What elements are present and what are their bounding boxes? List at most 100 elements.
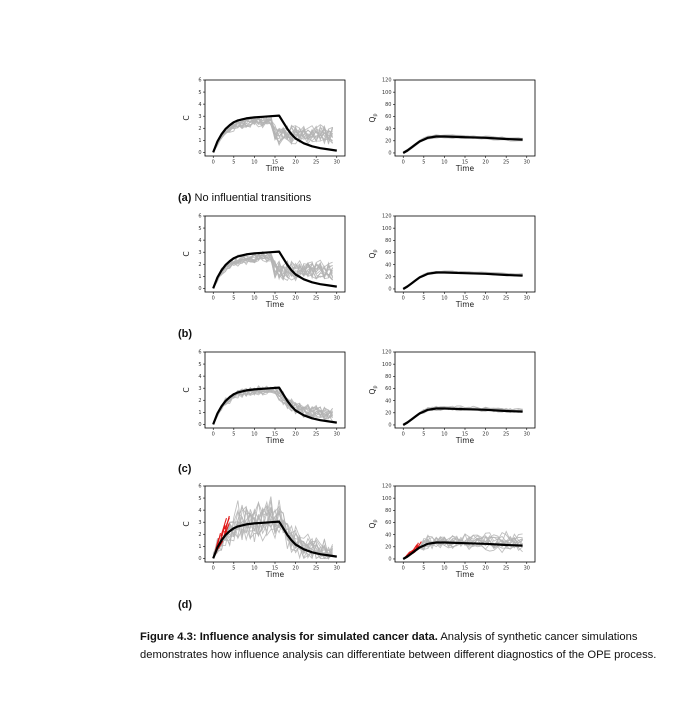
panel-d-letter: (d) (178, 599, 193, 611)
chart-svg: 0 5 10 15 20 25 30 0 1 2 3 4 5 6 Time C (182, 78, 346, 173)
y-axis-label: C (182, 251, 191, 256)
chart-svg: 0 5 10 15 20 25 30 0 1 2 3 4 5 6 Time C (182, 350, 346, 445)
y-tick-label: 20 (385, 139, 391, 145)
y-axis-label-subscript: p (373, 519, 379, 522)
panel-d-label: (d) (178, 599, 192, 611)
chart-svg: 0 5 10 15 20 25 30 0 20 40 60 80 100 120 Time Qp (368, 78, 536, 173)
y-tick-label: 80 (385, 374, 391, 380)
x-tick-label: 5 (422, 432, 425, 438)
y-tick-label: 3 (198, 520, 201, 526)
y-tick-label: 2 (198, 262, 201, 268)
chart-svg: 0 5 10 15 20 25 30 0 1 2 3 4 5 6 Time C (182, 484, 346, 579)
x-tick-label: 0 (402, 566, 405, 572)
x-tick-label: 25 (313, 566, 319, 572)
y-tick-label: 4 (198, 238, 201, 244)
x-tick-label: 20 (292, 296, 298, 302)
simulation-line (212, 253, 333, 288)
y-axis-label: Qp (368, 249, 379, 258)
y-tick-label: 6 (198, 78, 201, 84)
y-tick-label: 120 (382, 484, 392, 490)
caption-title: Influence analysis for simulated cancer … (199, 631, 438, 643)
reference-line (402, 135, 523, 154)
x-tick-label: 5 (422, 160, 425, 166)
x-tick-label: 5 (232, 296, 235, 302)
x-tick-label: 30 (334, 432, 340, 438)
x-tick-label: 10 (441, 160, 447, 166)
figure-caption: Figure 4.3: Influence analysis for simul… (140, 628, 660, 664)
x-tick-label: 30 (334, 296, 340, 302)
simulation-line (212, 496, 333, 559)
y-tick-label: 0 (198, 150, 201, 156)
x-tick-label: 25 (503, 566, 509, 572)
simulation-line (212, 253, 334, 289)
reference-line (212, 250, 337, 289)
x-tick-label: 30 (524, 432, 530, 438)
x-tick-label: 0 (212, 160, 215, 166)
y-tick-label: 100 (382, 90, 392, 96)
y-axis-label: C (182, 115, 191, 120)
x-tick-label: 0 (402, 160, 405, 166)
x-tick-label: 30 (334, 160, 340, 166)
panel-b-label: (b) (178, 328, 192, 340)
x-tick-label: 20 (292, 160, 298, 166)
y-axis-label-subscript: p (373, 113, 379, 116)
x-tick-label: 25 (503, 160, 509, 166)
x-tick-label: 25 (313, 160, 319, 166)
y-tick-label: 20 (385, 275, 391, 281)
chart-svg: 0 5 10 15 20 25 30 0 20 40 60 80 100 120 Time Qp (368, 484, 536, 579)
x-axis-label: Time (455, 164, 475, 173)
y-tick-label: 120 (382, 350, 392, 356)
reference-line (212, 114, 337, 153)
x-tick-label: 30 (524, 296, 530, 302)
x-axis-label: Time (455, 436, 475, 445)
x-tick-label: 25 (503, 296, 509, 302)
x-tick-label: 10 (251, 296, 257, 302)
x-tick-label: 15 (462, 296, 468, 302)
y-tick-label: 3 (198, 386, 201, 392)
y-tick-label: 100 (382, 496, 392, 502)
y-tick-label: 3 (198, 114, 201, 120)
x-tick-label: 20 (292, 432, 298, 438)
panel-b-letter: (b) (178, 328, 193, 340)
y-tick-label: 0 (198, 286, 201, 292)
caption-text: Analysis of synthetic cancer simulations… (140, 631, 657, 661)
x-tick-label: 15 (462, 566, 468, 572)
x-tick-label: 10 (251, 160, 257, 166)
reference-line (212, 386, 337, 425)
y-axis-label: Qp (368, 113, 379, 122)
x-tick-label: 0 (212, 432, 215, 438)
reference-line (402, 407, 523, 426)
x-tick-label: 15 (462, 432, 468, 438)
x-axis-label: Time (265, 300, 285, 309)
panel-a-subtitle: No influential transitions (194, 192, 312, 204)
y-tick-label: 60 (385, 520, 391, 526)
x-tick-label: 5 (422, 296, 425, 302)
y-tick-label: 20 (385, 411, 391, 417)
y-tick-label: 2 (198, 532, 201, 538)
y-axis-label: Qp (368, 519, 379, 528)
x-axis-label: Time (455, 300, 475, 309)
x-axis-label: Time (265, 436, 285, 445)
y-tick-label: 60 (385, 386, 391, 392)
x-tick-label: 0 (402, 296, 405, 302)
plot-a-right: 0 5 10 15 20 25 30 0 20 40 60 80 100 120 Time Qp (360, 76, 550, 181)
x-tick-label: 15 (462, 160, 468, 166)
plot-frame (204, 215, 346, 293)
x-axis-label: Time (265, 164, 285, 173)
y-axis-label-subscript: p (373, 385, 379, 388)
x-tick-label: 10 (441, 432, 447, 438)
y-tick-label: 40 (385, 126, 391, 132)
plot-b-right: 0 5 10 15 20 25 30 0 20 40 60 80 100 120 Time Qp (360, 212, 550, 317)
x-tick-label: 25 (313, 432, 319, 438)
y-axis-label-subscript: p (373, 249, 379, 252)
x-tick-label: 25 (313, 296, 319, 302)
y-tick-label: 5 (198, 496, 201, 502)
x-tick-label: 0 (212, 566, 215, 572)
y-tick-label: 40 (385, 532, 391, 538)
chart-svg: 0 5 10 15 20 25 30 0 20 40 60 80 100 120 Time Qp (368, 350, 536, 445)
y-tick-label: 4 (198, 508, 201, 514)
x-tick-label: 10 (441, 566, 447, 572)
y-tick-label: 4 (198, 102, 201, 108)
x-tick-label: 30 (334, 566, 340, 572)
x-tick-label: 0 (402, 432, 405, 438)
